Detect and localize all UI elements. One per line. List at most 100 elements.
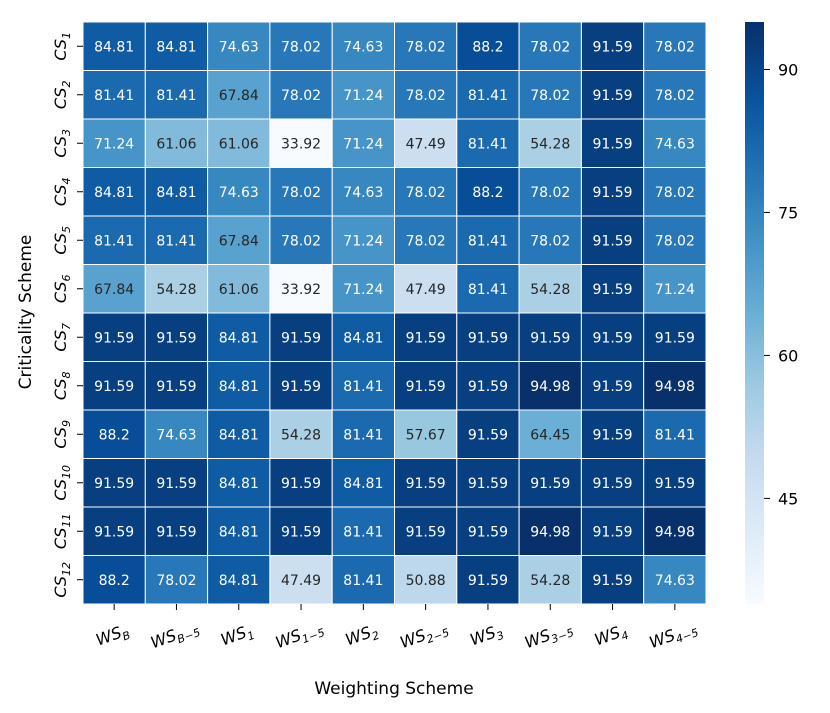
y-tick-label: CS1 — [51, 32, 73, 61]
cell-value-label: 78.02 — [655, 233, 695, 249]
x-tick-label: WS2 — [343, 620, 382, 652]
heatmap-cell — [394, 264, 458, 314]
cell-value-label: 67.84 — [219, 233, 259, 249]
heatmap-cell — [580, 409, 645, 459]
heatmap-cell — [643, 70, 707, 120]
heatmap-cell — [580, 555, 645, 605]
heatmap-cell — [643, 215, 707, 265]
cell-value-label: 78.02 — [406, 233, 446, 249]
heatmap-cell — [643, 21, 707, 71]
cell-value-label: 61.06 — [219, 282, 259, 298]
heatmap-cell — [269, 506, 333, 556]
x-tick-label: WSB−5 — [148, 617, 202, 655]
cell-value-label: 47.49 — [406, 282, 446, 298]
heatmap-cell — [394, 70, 458, 120]
heatmap-cell — [580, 361, 645, 411]
x-tick-label: WSB — [93, 620, 132, 652]
cell-value-label: 81.41 — [94, 88, 134, 104]
heatmap-cell — [394, 555, 458, 605]
cell-value-label: 78.02 — [530, 88, 570, 104]
cell-value-label: 67.84 — [219, 88, 259, 104]
cell-value-label: 91.59 — [94, 524, 134, 540]
cell-value-label: 78.02 — [406, 88, 446, 104]
cell-value-label: 91.59 — [281, 524, 321, 540]
cell-value-label: 78.02 — [156, 573, 196, 589]
heatmap-cell — [144, 215, 209, 265]
cell-value-label: 78.02 — [406, 39, 446, 55]
heatmap-cell — [82, 264, 146, 314]
cell-value-label: 91.59 — [593, 282, 633, 298]
cell-value-label: 78.02 — [281, 88, 321, 104]
cell-value-label: 78.02 — [530, 185, 570, 201]
cell-value-label: 91.59 — [406, 524, 446, 540]
cell-value-label: 91.59 — [406, 379, 446, 395]
cell-value-label: 78.02 — [655, 185, 695, 201]
heatmap-cell — [456, 215, 520, 265]
colorbar-tick-label: 60 — [778, 346, 798, 365]
heatmap-cell — [518, 555, 582, 605]
heatmap-cell — [518, 458, 582, 508]
cell-value-label: 81.41 — [343, 379, 383, 395]
heatmap-cell — [82, 312, 146, 362]
cell-value-label: 91.59 — [593, 379, 633, 395]
heatmap-cell — [331, 264, 396, 314]
heatmap-cell — [207, 361, 271, 411]
x-tick-label: WS1 — [218, 620, 257, 652]
heatmap-cell — [456, 167, 520, 217]
cell-value-label: 64.45 — [530, 427, 570, 443]
colorbar: 45 60 75 90 — [745, 22, 798, 604]
cell-value-label: 91.59 — [593, 476, 633, 492]
cell-value-label: 74.63 — [219, 39, 259, 55]
y-tick-label: CS8 — [51, 371, 73, 400]
cell-value-label: 81.41 — [343, 524, 383, 540]
cell-value-label: 81.41 — [468, 282, 508, 298]
heatmap-cell — [331, 458, 396, 508]
cell-value-label: 81.41 — [468, 233, 508, 249]
heatmap-cell — [456, 70, 520, 120]
cell-value-label: 91.59 — [281, 476, 321, 492]
y-axis-title: Criticality Scheme — [16, 235, 36, 390]
cell-value-label: 61.06 — [156, 136, 196, 152]
cell-value-label: 78.02 — [281, 185, 321, 201]
heatmap-cell — [144, 118, 209, 168]
heatmap-cell — [144, 70, 209, 120]
x-axis-ticks: WSB WSB−5 WS1 WS1−5 WS2 WS2−5 WS3 WS3−5 WS4 WS4−5 — [93, 604, 701, 655]
cell-value-label: 78.02 — [655, 88, 695, 104]
y-tick-label: CS2 — [51, 80, 73, 109]
cell-value-label: 94.98 — [530, 524, 570, 540]
heatmap-cell — [144, 506, 209, 556]
cell-value-label: 91.59 — [655, 476, 695, 492]
cell-value-label: 61.06 — [219, 136, 259, 152]
colorbar-tick-label: 45 — [778, 489, 798, 508]
heatmap-cell — [643, 458, 707, 508]
cell-value-label: 91.59 — [281, 379, 321, 395]
cell-value-label: 84.81 — [219, 476, 259, 492]
heatmap-cell — [456, 506, 520, 556]
heatmap-cell — [269, 409, 333, 459]
heatmap-cell — [82, 118, 146, 168]
cell-value-label: 67.84 — [94, 282, 134, 298]
cell-value-label: 33.92 — [281, 136, 321, 152]
heatmap-cell — [207, 21, 271, 71]
heatmap-cell — [518, 312, 582, 362]
heatmap-cell — [643, 409, 707, 459]
cell-value-label: 54.28 — [530, 136, 570, 152]
y-tick-label: CS4 — [51, 177, 73, 206]
cell-value-label: 78.02 — [530, 39, 570, 55]
y-tick-label: CS10 — [51, 465, 73, 501]
heatmap-cell — [394, 458, 458, 508]
heatmap-cell — [643, 312, 707, 362]
colorbar-tick-label: 75 — [778, 203, 798, 222]
heatmap-cell — [580, 70, 645, 120]
heatmap-cell-labels: 84.81 84.81 74.63 78.02 74.63 78.02 88.2 78.02 9… — [94, 39, 695, 589]
cell-value-label: 91.59 — [468, 379, 508, 395]
cell-value-label: 91.59 — [530, 330, 570, 346]
x-tick-label: WS3−5 — [522, 617, 576, 655]
heatmap-cell — [518, 21, 582, 71]
cell-value-label: 74.63 — [655, 573, 695, 589]
cell-value-label: 91.59 — [94, 330, 134, 346]
cell-value-label: 54.28 — [530, 573, 570, 589]
heatmap-cell — [207, 506, 271, 556]
x-tick-label: WS4−5 — [647, 617, 701, 655]
cell-value-label: 33.92 — [281, 282, 321, 298]
